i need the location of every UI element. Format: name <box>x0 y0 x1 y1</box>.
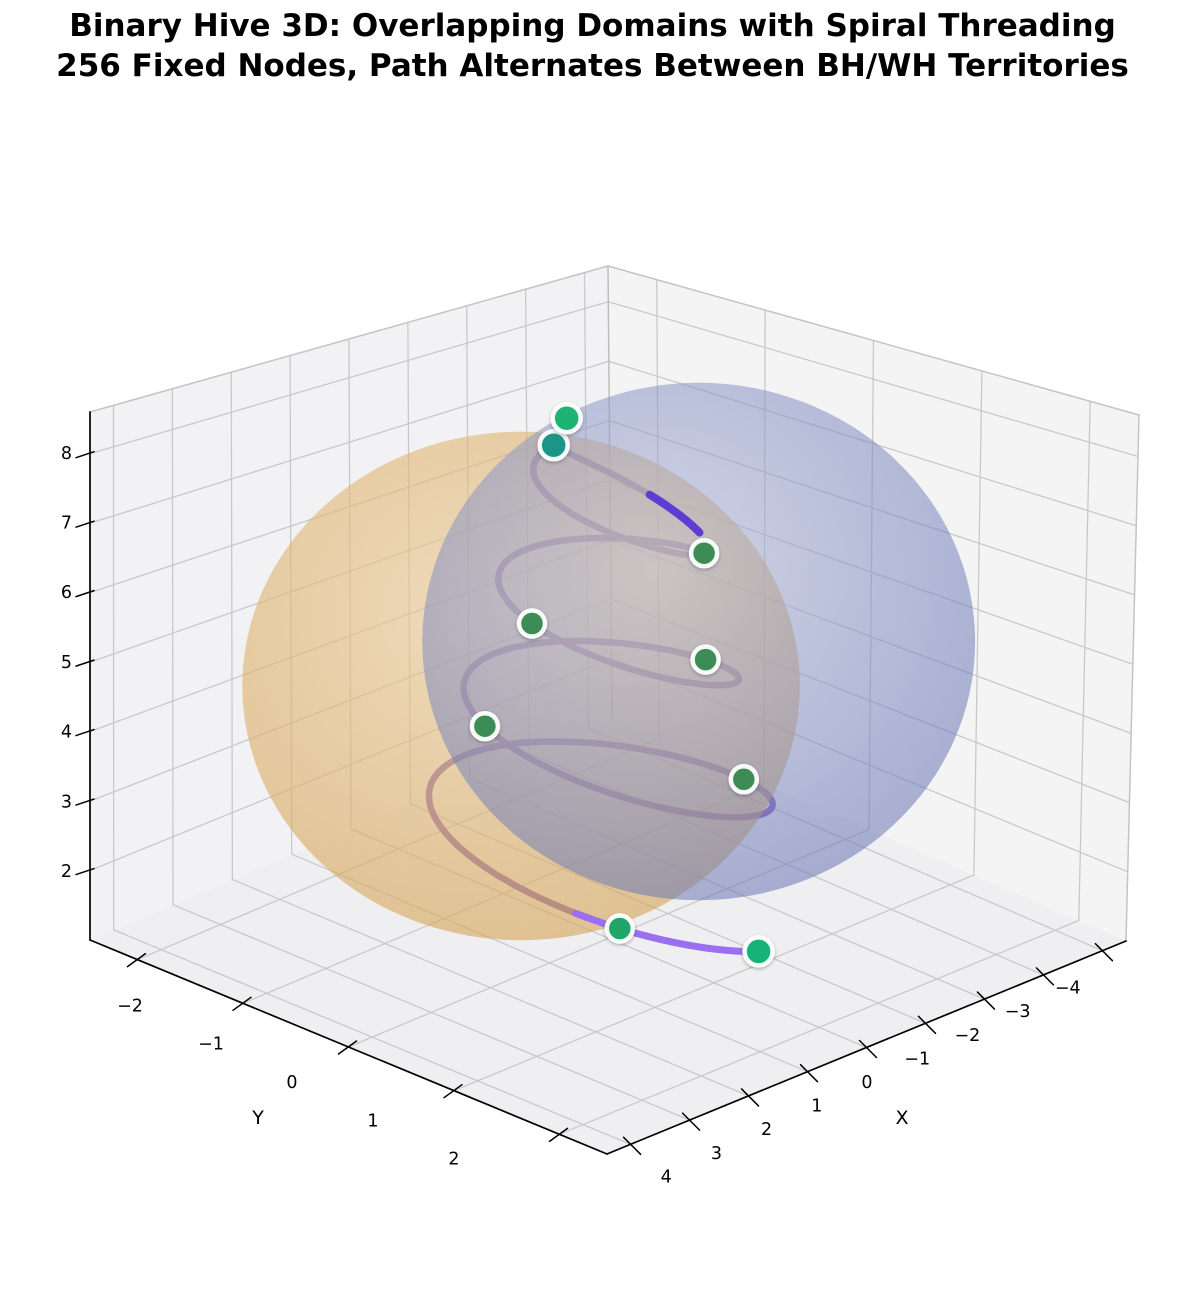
y-tick-label: 0 <box>286 1073 297 1093</box>
z-tick <box>75 867 95 876</box>
node-marker <box>728 764 760 795</box>
x-tick-label: −4 <box>1055 979 1081 999</box>
x-tick-label: 1 <box>811 1097 822 1117</box>
chart-title-line2: 256 Fixed Nodes, Path Alternates Between… <box>56 48 1129 84</box>
x-tick <box>622 1136 642 1156</box>
z-tick <box>75 520 95 528</box>
z-tick <box>75 728 95 737</box>
spiral-tip-segment <box>645 490 704 537</box>
node-marker <box>690 644 721 675</box>
z-tick-label: 6 <box>61 583 72 603</box>
z-tick-label: 3 <box>61 792 72 812</box>
node-marker <box>742 935 775 968</box>
node-marker <box>537 428 570 462</box>
y-tick <box>548 1127 569 1143</box>
x-tick-label: −2 <box>954 1026 980 1046</box>
z-tick-label: 5 <box>61 653 72 673</box>
x-tick-label: 3 <box>711 1144 722 1164</box>
y-axis-title: Y <box>251 1107 264 1129</box>
x-tick-label: 4 <box>661 1167 672 1187</box>
z-tick-label: 7 <box>61 514 72 534</box>
y-tick <box>126 952 147 968</box>
y-tick <box>337 1040 358 1055</box>
x-tick <box>1094 942 1114 962</box>
z-tick <box>75 589 95 598</box>
z-tick-label: 8 <box>61 444 72 464</box>
node-marker <box>604 913 636 944</box>
x-tick-label: 0 <box>861 1073 872 1093</box>
chart-title-line1: Binary Hive 3D: Overlapping Domains with… <box>69 8 1116 44</box>
z-tick <box>75 798 95 806</box>
node-marker <box>688 537 720 569</box>
x-axis-title: X <box>895 1107 908 1129</box>
x-tick <box>681 1112 701 1131</box>
y-tick-label: −1 <box>198 1035 224 1055</box>
x-tick <box>976 991 996 1010</box>
x-tick <box>858 1039 878 1059</box>
x-tick-label: −3 <box>1005 1002 1031 1022</box>
chart-title: Binary Hive 3D: Overlapping Domains with… <box>0 6 1185 86</box>
z-tick <box>75 659 95 667</box>
node-marker <box>516 608 548 639</box>
wh-territory-sphere <box>422 382 976 901</box>
x-tick-label: −1 <box>904 1049 930 1069</box>
z-tick-label: 4 <box>61 723 72 743</box>
x-tick-label: 2 <box>761 1120 772 1140</box>
spiral-nodes <box>469 401 775 968</box>
x-tick <box>917 1015 937 1035</box>
y-tick <box>232 996 252 1012</box>
node-marker <box>550 401 583 435</box>
y-tick-label: 2 <box>448 1150 459 1170</box>
y-tick-label: 1 <box>367 1111 378 1131</box>
x-tick <box>740 1088 760 1107</box>
z-tick <box>75 450 95 459</box>
y-tick <box>443 1083 463 1099</box>
x-tick <box>1035 967 1055 986</box>
y-tick-label: −2 <box>117 996 143 1016</box>
tick-marks <box>75 450 1114 1156</box>
z-tick-label: 2 <box>61 862 72 882</box>
x-tick <box>799 1063 819 1083</box>
node-marker <box>469 710 501 742</box>
